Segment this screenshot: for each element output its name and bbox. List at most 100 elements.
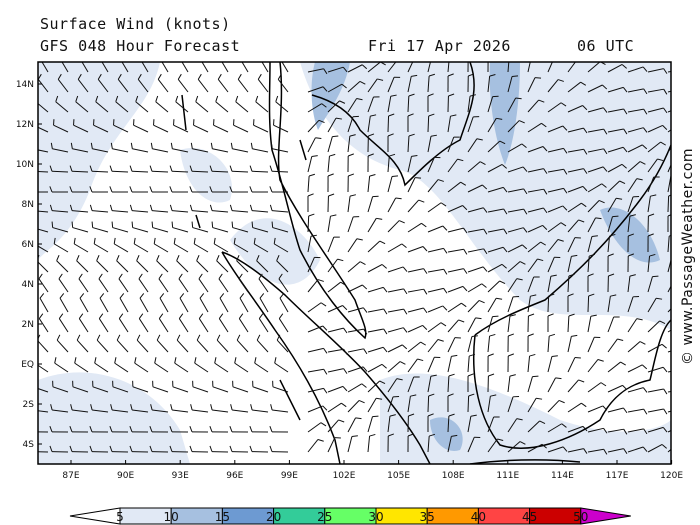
wind-barb <box>251 221 269 233</box>
wind-barb <box>49 186 69 193</box>
wind-barb <box>327 348 348 355</box>
wind-barb <box>209 204 229 213</box>
wind-barb <box>92 380 109 393</box>
wind-barb <box>178 313 189 333</box>
wind-barb <box>547 125 568 133</box>
wind-barb <box>229 165 249 173</box>
wind-barb <box>347 216 360 233</box>
wind-barb <box>307 387 328 394</box>
wind-barb <box>327 214 337 233</box>
wind-barb <box>257 73 269 93</box>
wind-barb <box>587 235 598 253</box>
wind-barb <box>427 93 434 113</box>
wind-barb <box>567 168 588 174</box>
wind-barb <box>275 95 289 113</box>
wind-barb <box>38 149 49 153</box>
wind-barb <box>169 204 189 213</box>
colorbar-label: 15 <box>215 510 230 524</box>
lon-label: 93E <box>172 471 189 481</box>
wind-barb <box>250 142 269 153</box>
wind-barb <box>152 380 169 393</box>
wind-barb <box>607 180 626 193</box>
wind-barb <box>667 129 671 133</box>
wind-barb <box>427 268 448 275</box>
wind-barb <box>327 281 347 293</box>
wind-barb <box>89 426 109 433</box>
wind-barb <box>53 119 69 133</box>
wind-barb <box>189 186 209 193</box>
wind-barb <box>567 148 588 155</box>
wind-barb <box>407 288 428 295</box>
wind-barb <box>427 113 435 133</box>
wind-barb <box>567 254 578 273</box>
wind-barb <box>507 97 522 113</box>
wind-barb <box>647 88 668 95</box>
wind-barb <box>387 220 405 233</box>
wind-barb <box>407 268 428 274</box>
wind-barb <box>407 358 424 373</box>
wind-barb <box>38 126 49 133</box>
wind-barb <box>467 300 485 313</box>
wind-barb <box>274 357 289 373</box>
wind-barb <box>156 334 169 353</box>
colorbar-label: 20 <box>266 510 281 524</box>
wind-barb <box>527 77 542 93</box>
wind-barb <box>427 62 431 73</box>
wind-barb <box>647 297 663 313</box>
wind-barb <box>547 446 568 453</box>
wind-barb <box>407 246 428 253</box>
wind-barb <box>347 173 355 193</box>
wind-barb <box>427 247 448 254</box>
wind-barb <box>249 204 269 213</box>
wind-barb <box>178 273 189 293</box>
wind-barb <box>467 266 488 273</box>
wind-barb <box>138 313 149 333</box>
wind-barb <box>73 237 89 253</box>
wind-barb <box>407 133 415 153</box>
wind-barb <box>367 433 376 453</box>
wind-barb <box>78 273 89 293</box>
wind-barb <box>239 293 249 313</box>
wind-barb <box>367 96 380 113</box>
wind-barb <box>198 313 209 333</box>
wind-barb <box>487 246 508 253</box>
map-frame <box>37 61 672 465</box>
wind-barb <box>387 76 401 93</box>
wind-barb <box>278 313 289 333</box>
wind-barb <box>256 334 269 353</box>
wind-barb <box>38 171 49 173</box>
wind-barb <box>427 225 448 233</box>
wind-barb <box>487 263 507 273</box>
wind-barb <box>387 327 408 333</box>
wind-barb <box>136 334 149 353</box>
wind-barb <box>407 433 414 453</box>
wind-barb <box>179 293 189 313</box>
wind-barb <box>174 357 189 373</box>
wind-barb <box>307 137 322 153</box>
wind-barb <box>279 293 289 313</box>
wind-barb <box>110 404 129 413</box>
wind-barb <box>427 156 441 173</box>
wind-barb <box>58 313 69 333</box>
wind-barb <box>427 287 448 294</box>
wind-barb <box>53 237 69 253</box>
wind-barb <box>159 293 169 313</box>
wind-barb <box>527 353 536 373</box>
wind-barb <box>527 146 548 153</box>
wind-barb <box>587 183 607 193</box>
wind-barb <box>169 186 189 193</box>
wind-barb <box>407 154 418 173</box>
wind-barb <box>367 415 379 433</box>
wind-barb <box>118 273 129 293</box>
wind-barb <box>69 165 89 173</box>
wind-barb <box>190 404 209 413</box>
wind-barb <box>587 382 607 393</box>
wind-barb <box>587 336 601 353</box>
wind-barb <box>229 445 249 453</box>
wind-barb <box>447 434 458 453</box>
wind-barb <box>96 334 109 353</box>
wind-barb <box>407 113 414 133</box>
wind-barb <box>547 274 557 293</box>
wind-barb <box>347 80 366 93</box>
forecast-time: 06 UTC <box>577 37 635 55</box>
